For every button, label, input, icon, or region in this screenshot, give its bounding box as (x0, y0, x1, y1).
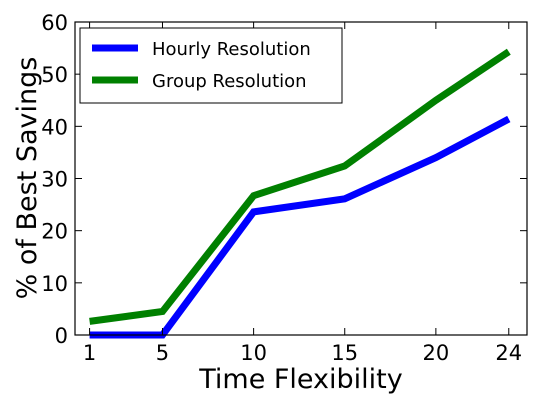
y-tick-label: 30 (41, 168, 68, 192)
x-tick-label: 20 (423, 341, 450, 365)
x-axis-title: Time Flexibility (198, 364, 403, 395)
y-tick-label: 0 (55, 324, 68, 348)
x-tick-label: 1 (83, 341, 96, 365)
legend: Hourly Resolution Group Resolution (79, 27, 343, 104)
y-tick-label: 10 (41, 272, 68, 296)
y-tick-label: 50 (41, 63, 68, 87)
y-axis-title: % of Best Savings (12, 57, 43, 300)
y-tick-label: 20 (41, 220, 68, 244)
x-axis: 1 5 10 15 20 24 (83, 22, 522, 365)
series-line-0 (89, 115, 511, 339)
y-tick-label: 60 (41, 11, 68, 35)
y-tick-label: 40 (41, 115, 68, 139)
x-tick-label: 15 (331, 341, 358, 365)
x-tick-label: 10 (240, 341, 267, 365)
series-line-1 (89, 48, 511, 325)
legend-label-group: Group Resolution (152, 71, 307, 92)
x-tick-label: 24 (495, 341, 522, 365)
legend-label-hourly: Hourly Resolution (152, 39, 311, 60)
y-axis: 0 10 20 30 40 50 60 (41, 11, 527, 348)
legend-box (79, 27, 343, 104)
x-tick-label: 5 (156, 341, 169, 365)
